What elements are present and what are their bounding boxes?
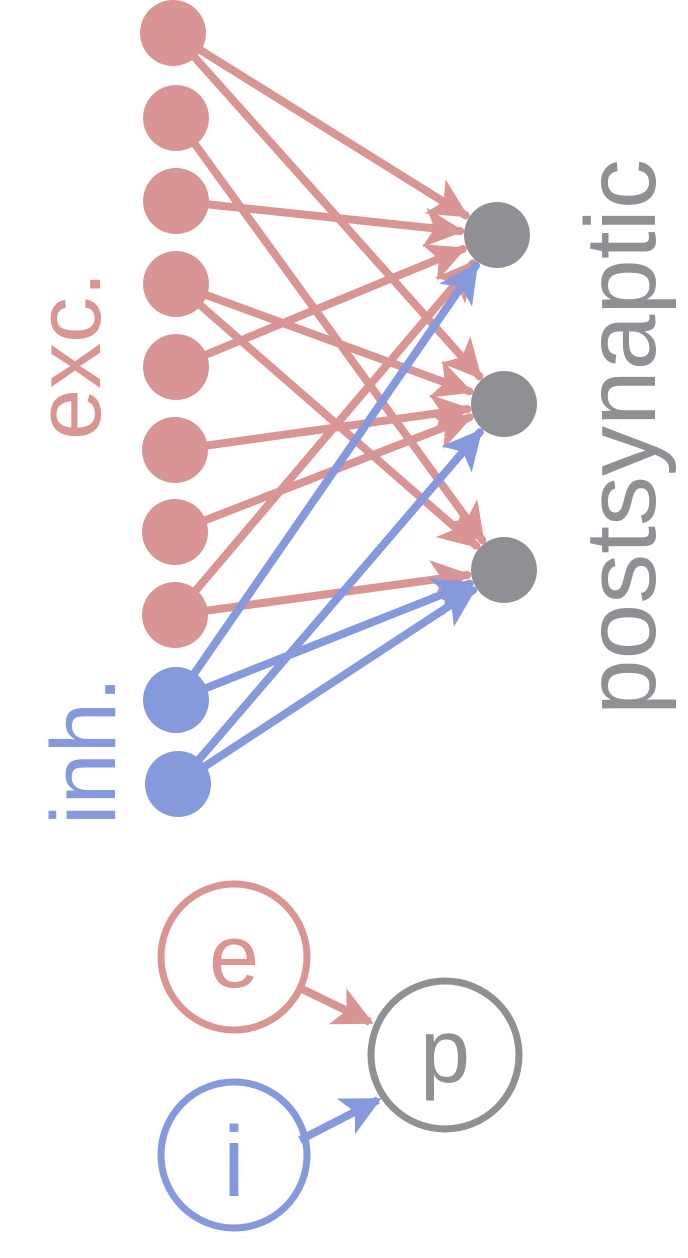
legend-postsynaptic-circle — [367, 977, 523, 1133]
connection-edges — [169, 29, 487, 788]
excitatory-neuron-2 — [143, 168, 209, 234]
excitatory-neuron-4 — [143, 334, 209, 400]
excitatory-neuron-1 — [143, 85, 209, 151]
legend: e i p — [157, 880, 523, 1232]
inhibitory-edge-0-2 — [172, 578, 474, 704]
postsynaptic-neuron-0 — [464, 202, 530, 268]
legend-excitatory-edge — [298, 984, 374, 1026]
legend-excitatory-circle — [157, 880, 311, 1034]
legend-postsynaptic-symbol: p — [420, 1002, 470, 1102]
excitatory-edge-3-1 — [172, 280, 474, 398]
excitatory-label: exc. — [18, 271, 120, 440]
inhibitory-edge-1-1 — [174, 428, 484, 788]
excitatory-edge-5-1 — [171, 394, 472, 454]
excitatory-edge-2-0 — [172, 197, 465, 248]
legend-inhibitory-circle — [157, 1078, 311, 1232]
postsynaptic-neuron-1 — [471, 371, 537, 437]
excitatory-edge-7-2 — [171, 560, 472, 619]
inhibitory-label: inh. — [33, 677, 135, 825]
neuron-nodes — [140, 0, 537, 817]
inhibitory-edge-1-2 — [174, 586, 478, 788]
excitatory-edge-4-0 — [172, 244, 467, 371]
excitatory-neuron-6 — [142, 499, 208, 565]
legend-excitatory-symbol: e — [209, 907, 259, 1007]
inhibitory-neuron-1 — [145, 751, 211, 817]
legend-inhibitory-edge — [298, 1096, 382, 1144]
inhibitory-edge-0-0 — [172, 261, 480, 704]
excitatory-neuron-7 — [142, 582, 208, 648]
postsynaptic-label: postsynaptic — [565, 159, 677, 715]
excitatory-neuron-3 — [143, 251, 209, 317]
inhibitory-neuron-0 — [143, 667, 209, 733]
excitatory-edge-6-1 — [171, 411, 474, 536]
legend-inhibitory-symbol: i — [223, 1106, 245, 1218]
excitatory-edge-0-0 — [169, 29, 470, 220]
excitatory-edge-3-2 — [172, 280, 481, 550]
excitatory-edge-7-0 — [171, 259, 478, 619]
excitatory-neuron-0 — [140, 0, 206, 66]
excitatory-neuron-5 — [142, 417, 208, 483]
postsynaptic-neuron-2 — [471, 537, 537, 603]
excitatory-edge-1-2 — [172, 114, 487, 545]
